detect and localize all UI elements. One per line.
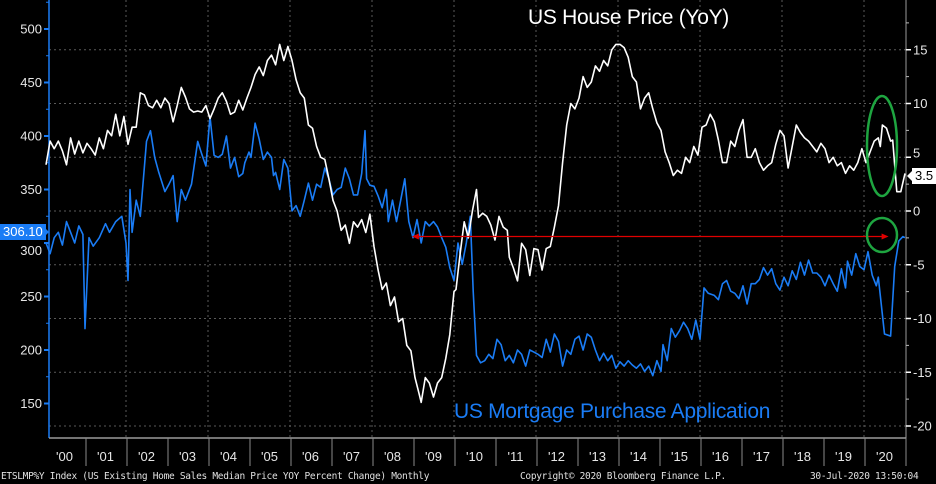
left-axis-tick-label: 300 xyxy=(20,243,42,258)
left-axis-tick-label: 400 xyxy=(20,129,42,144)
right-axis-tick-label: -5 xyxy=(913,257,925,272)
annotations xyxy=(411,94,899,254)
x-axis-tick-label: '01 xyxy=(97,449,114,464)
x-axis-tick-label: '09 xyxy=(425,449,442,464)
x-axis-tick-label: '19 xyxy=(835,449,852,464)
red-arrow-head-left xyxy=(411,233,419,240)
left-last-value-label: 306.10 xyxy=(0,224,46,240)
left-axis-tick-label: 250 xyxy=(20,289,42,304)
x-axis-tick-label: '03 xyxy=(179,449,196,464)
right-axis-tick-label: -10 xyxy=(913,311,932,326)
green-ellipse-mortgage xyxy=(865,216,899,254)
right-axis-tick-label: -20 xyxy=(913,419,932,434)
series-line-mortgage-applications xyxy=(45,115,906,377)
left-axis-tick-label: 350 xyxy=(20,182,42,197)
right-axis-tick-label: 0 xyxy=(913,204,920,219)
left-axis-tick-label: 150 xyxy=(20,396,42,411)
x-axis-tick-label: '14 xyxy=(630,449,647,464)
x-axis-tick-label: '11 xyxy=(508,449,524,464)
footer-index-description: ETSLMP%Y Index (US Existing Home Sales M… xyxy=(1,471,430,482)
x-axis-tick-label: '08 xyxy=(384,449,401,464)
left-axis-tick-label: 200 xyxy=(20,343,42,358)
right-axis-tick-label: -15 xyxy=(913,365,932,380)
x-axis-tick-label: '16 xyxy=(712,449,729,464)
right-axis-tick-label: 5 xyxy=(913,145,920,160)
footer-copyright: Copyright© 2020 Bloomberg Finance L.P. xyxy=(520,471,726,482)
x-axis-tick-label: '06 xyxy=(302,449,319,464)
x-axis-tick-label: '15 xyxy=(671,449,688,464)
left-axis-tick-label: 450 xyxy=(20,75,42,90)
x-axis-tick-label: '05 xyxy=(261,449,278,464)
right-axis-tick-label: 15 xyxy=(913,42,927,57)
series-layer xyxy=(45,43,906,404)
right-last-value-pointer xyxy=(907,171,912,181)
x-axis-tick-label: '07 xyxy=(343,449,360,464)
footer-timestamp: 30-Jul-2020 13:50:04 xyxy=(810,471,919,482)
right-axis-tick-label: 10 xyxy=(913,96,927,111)
x-axis-tick-label: '00 xyxy=(56,449,73,464)
left-axis-tick-label: 500 xyxy=(20,22,42,37)
series-line-house-price-yoy xyxy=(45,43,906,404)
x-axis-tick-label: '20 xyxy=(876,449,893,464)
x-axis-tick-label: '13 xyxy=(589,449,606,464)
x-axis-tick-label: '10 xyxy=(466,449,483,464)
green-ellipse-house-price xyxy=(865,94,899,198)
secondary-title: US Mortgage Purchase Application xyxy=(454,400,771,423)
x-axis-tick-label: '18 xyxy=(794,449,811,464)
x-axis-tick-label: '04 xyxy=(220,449,237,464)
x-axis-tick-label: '12 xyxy=(548,449,565,464)
x-axis-tick-label: '02 xyxy=(138,449,155,464)
chart-title: US House Price (YoY) xyxy=(528,6,729,29)
red-arrow-head-right xyxy=(881,233,889,240)
x-axis-tick-label: '17 xyxy=(753,449,770,464)
right-last-value-label: 3.5 xyxy=(912,168,936,184)
axes: 150 200 250 300 350 400 450 500 -20 -15 -10 -5 0 5 10 1… xyxy=(20,0,932,466)
